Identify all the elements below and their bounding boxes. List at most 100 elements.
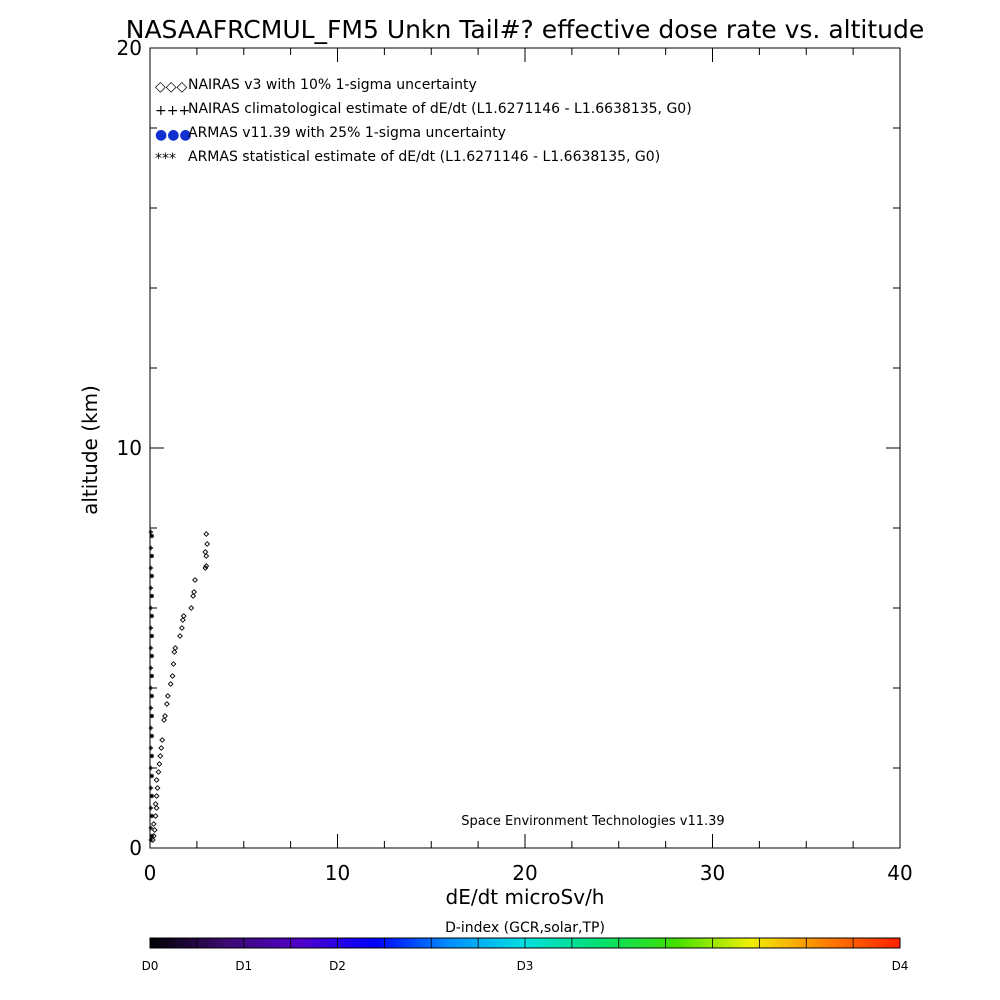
- nairas-v3-point: [158, 745, 165, 751]
- nairas-v3-point: [159, 737, 166, 743]
- nairas-climatology-point: [148, 565, 154, 571]
- nairas-climatology-point: [148, 837, 154, 843]
- nairas-climatology-point: [148, 625, 154, 631]
- nairas-v3-point: [152, 801, 159, 807]
- legend-symbol: ●●●: [155, 127, 192, 143]
- nairas-climatology-point: [148, 725, 154, 731]
- legend-label: NAIRAS v3 with 10% 1-sigma uncertainty: [188, 77, 477, 93]
- armas-statistical-point: [149, 593, 155, 599]
- colorbar-ticks: D0 D1 D2 D3 D4: [142, 938, 909, 973]
- nairas-v3-point: [179, 617, 186, 623]
- colorbar-label: D1: [235, 959, 252, 973]
- legend-label: ARMAS statistical estimate of dE/dt (L1.…: [188, 149, 660, 165]
- nairas-v3-point: [155, 769, 162, 775]
- nairas-climatology-point: [148, 645, 154, 651]
- armas-statistical-point: [149, 733, 155, 739]
- data-points: [148, 529, 211, 843]
- nairas-climatology-point: [148, 605, 154, 611]
- armas-statistical-point: [149, 793, 155, 799]
- nairas-v3-point: [203, 553, 210, 559]
- nairas-v3-point: [191, 589, 197, 595]
- armas-statistical-point: [149, 813, 155, 819]
- armas-statistical-point: [149, 673, 155, 679]
- legend-symbol: +++: [155, 103, 190, 119]
- colorbar-title: D-index (GCR,solar,TP): [445, 920, 605, 936]
- nairas-climatology-point: [148, 765, 154, 771]
- armas-statistical-point: [149, 633, 155, 639]
- nairas-v3-point: [169, 673, 176, 679]
- nairas-climatology-point: [148, 545, 154, 551]
- x-tick-label: 30: [700, 861, 725, 885]
- nairas-v3-point: [190, 593, 197, 599]
- nairas-v3-point: [171, 649, 178, 655]
- armas-statistical-point: [149, 833, 155, 839]
- nairas-v3-point: [151, 827, 158, 833]
- nairas-v3-point: [180, 613, 187, 619]
- nairas-v3-point: [156, 761, 163, 767]
- y-tick-label: 0: [129, 836, 142, 860]
- y-tick-label: 20: [117, 36, 142, 60]
- nairas-v3-point: [163, 701, 170, 707]
- nairas-v3-point: [154, 785, 161, 791]
- legend-label: ARMAS v11.39 with 25% 1-sigma uncertaint…: [188, 125, 506, 141]
- colorbar-label: D0: [142, 959, 159, 973]
- nairas-v3-point: [203, 563, 210, 569]
- x-axis: 0 10 20 30 40: [144, 48, 913, 885]
- armas-statistical-point: [149, 573, 155, 579]
- legend-symbol: ***: [155, 151, 176, 167]
- nairas-v3-point: [157, 753, 164, 759]
- armas-statistical-point: [149, 533, 155, 539]
- colorbar-label: D2: [329, 959, 346, 973]
- legend-label: NAIRAS climatological estimate of dE/dt …: [188, 101, 692, 117]
- nairas-v3-point: [153, 805, 160, 811]
- armas-statistical-point: [149, 773, 155, 779]
- nairas-v3-point: [164, 693, 171, 699]
- armas-statistical-point: [149, 753, 155, 759]
- legend: ◇◇◇ NAIRAS v3 with 10% 1-sigma uncertaint…: [155, 77, 692, 167]
- nairas-v3-point: [177, 633, 183, 639]
- nairas-climatology-point: [148, 785, 154, 791]
- nairas-v3-point: [192, 577, 198, 583]
- credit-annotation: Space Environment Technologies v11.39: [461, 814, 724, 829]
- armas-statistical-point: [149, 613, 155, 619]
- y-axis: 0 10 20: [117, 36, 900, 860]
- y-axis-label: altitude (km): [78, 385, 102, 515]
- nairas-v3-point: [152, 813, 159, 819]
- nairas-v3-point: [188, 605, 195, 611]
- nairas-climatology-point: [148, 685, 154, 691]
- nairas-v3-point: [153, 777, 160, 783]
- x-tick-label: 0: [144, 861, 157, 885]
- plot-frame: [149, 47, 901, 849]
- nairas-v3-point: [202, 549, 209, 555]
- nairas-v3-point: [150, 821, 157, 827]
- x-axis-label: dE/dt microSv/h: [446, 885, 605, 909]
- x-tick-label: 20: [512, 861, 537, 885]
- nairas-v3-point: [167, 681, 174, 687]
- nairas-v3-point: [153, 793, 160, 799]
- chart-title: NASAAFRCMUL_FM5 Unkn Tail#? effective do…: [126, 15, 925, 44]
- nairas-climatology-point: [148, 745, 154, 751]
- y-tick-label: 10: [117, 436, 142, 460]
- armas-statistical-point: [149, 713, 155, 719]
- nairas-v3-point: [162, 713, 168, 719]
- x-tick-label: 10: [325, 861, 350, 885]
- nairas-climatology-point: [148, 665, 154, 671]
- legend-symbol: ◇◇◇: [155, 79, 188, 95]
- nairas-v3-point: [170, 661, 177, 667]
- colorbar-label: D4: [892, 959, 909, 973]
- armas-statistical-point: [149, 693, 155, 699]
- armas-statistical-point: [149, 653, 155, 659]
- nairas-climatology-point: [148, 585, 154, 591]
- nairas-climatology-point: [148, 529, 154, 535]
- nairas-v3-point: [204, 541, 211, 547]
- nairas-v3-point: [161, 717, 167, 723]
- nairas-v3-point: [178, 625, 185, 631]
- x-tick-label: 40: [887, 861, 912, 885]
- nairas-climatology-point: [148, 705, 154, 711]
- nairas-v3-point: [203, 531, 210, 537]
- nairas-climatology-point: [148, 825, 154, 831]
- armas-statistical-point: [149, 553, 155, 559]
- nairas-climatology-point: [148, 805, 154, 811]
- nairas-v3-point: [172, 645, 179, 651]
